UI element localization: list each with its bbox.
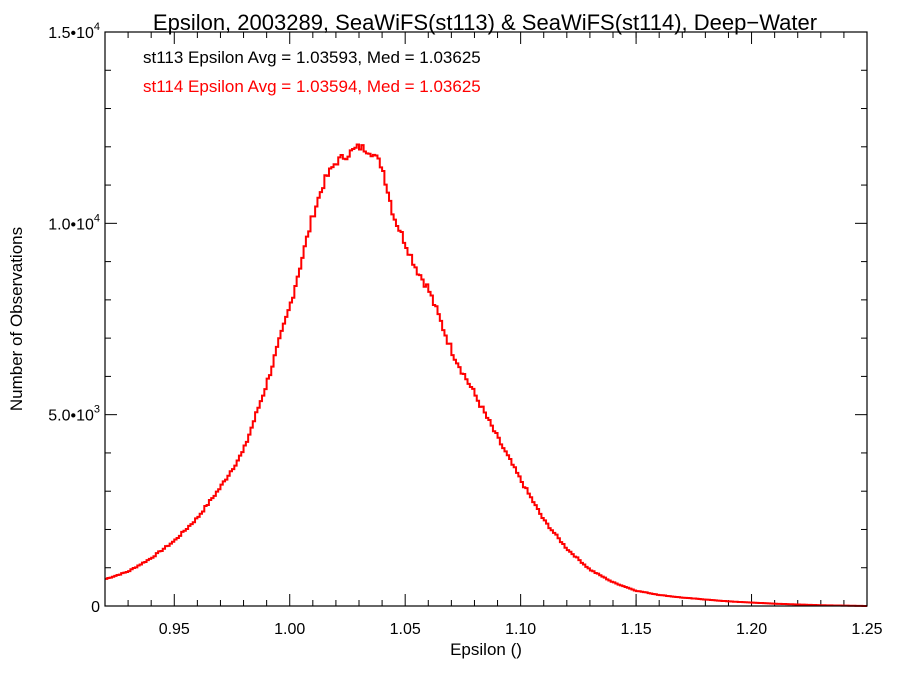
x-tick-label: 1.20 [736,621,767,638]
y-tick-mantissa: 0 [91,599,100,616]
y-tick-mantissa: 5.0•10 [48,408,94,425]
y-tick-label: 1.5•104 [48,21,100,42]
x-tick-label: 1.25 [851,621,882,638]
chart-title: Epsilon, 2003289, SeaWiFS(st113) & SeaWi… [153,10,817,35]
axis-ticks [104,31,868,607]
x-tick-labels: 0.95 1.00 1.05 1.10 1.15 1.20 1.25 [159,621,883,638]
x-tick-label: 1.10 [505,621,536,638]
annotation-st113: st113 Epsilon Avg = 1.03593, Med = 1.036… [143,48,481,67]
y-tick-exponent: 4 [94,21,100,33]
x-tick-label: 1.00 [274,621,305,638]
histogram-line-0 [105,143,867,607]
y-tick-mantissa: 1.0•10 [48,216,94,233]
y-tick-exponent: 4 [94,212,100,224]
y-tick-label: 5.0•103 [48,404,100,425]
y-tick-label: 0 [91,599,100,616]
annotation-st114: st114 Epsilon Avg = 1.03594, Med = 1.036… [143,77,481,96]
data-layer [105,143,867,607]
y-tick-exponent: 3 [94,404,100,416]
y-tick-mantissa: 1.5•10 [48,25,94,42]
plot-frame [104,31,868,607]
x-tick-label: 0.95 [159,621,190,638]
y-tick-label: 1.0•104 [48,212,100,233]
y-axis-label: Number of Observations [7,227,26,411]
x-tick-label: 1.05 [390,621,421,638]
x-axis-label: Epsilon () [450,640,522,659]
x-tick-label: 1.15 [621,621,652,638]
